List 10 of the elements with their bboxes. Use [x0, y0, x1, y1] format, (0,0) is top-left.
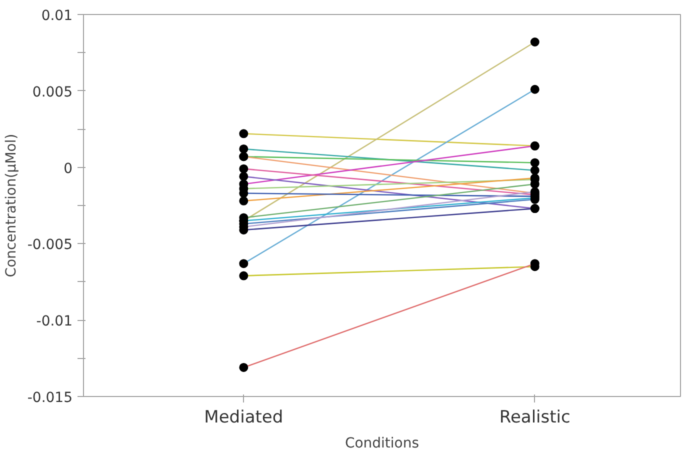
y-tick-label: -0.005 [27, 237, 73, 254]
y-tick-label: 0.01 [41, 8, 72, 24]
y-tick-label: -0.015 [27, 390, 73, 406]
y-tick-label: 0 [64, 160, 73, 177]
y-tick-label: -0.01 [36, 314, 73, 330]
x-tick-label: Realistic [499, 408, 570, 428]
x-tick-label: Mediated [204, 408, 284, 428]
y-tick-label: 0.005 [32, 84, 73, 100]
y-axis-title: Concentration(µMol) [3, 134, 20, 278]
x-axis-title: Conditions [344, 436, 420, 452]
